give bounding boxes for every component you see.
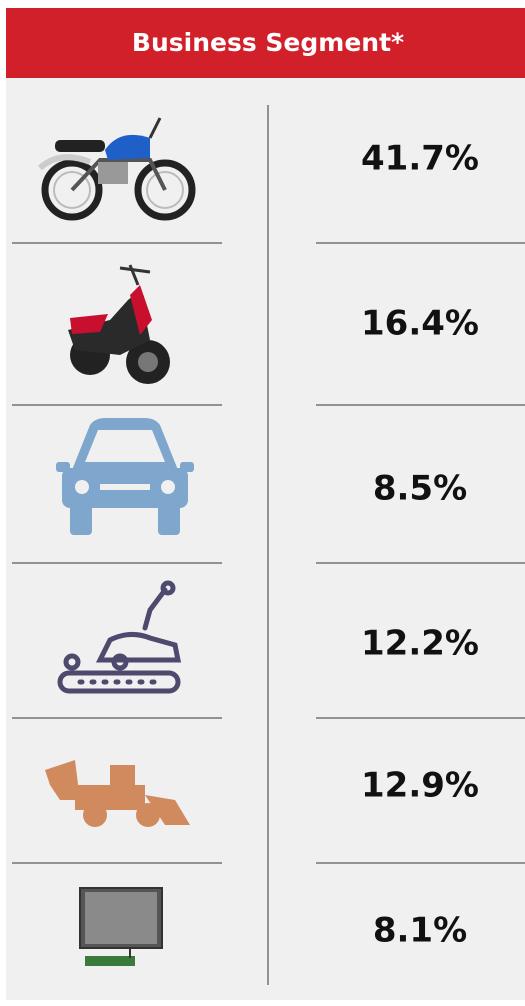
car-icon (56, 418, 194, 535)
segment-share: 8.1% (373, 911, 467, 951)
header-band (6, 8, 525, 78)
display-icon (79, 887, 163, 966)
segment-share: 12.9% (361, 766, 479, 806)
scooter-icon (68, 264, 170, 384)
motorcycle-icon (37, 117, 196, 221)
segment-share: 16.4% (361, 304, 479, 344)
header-title: Business Segment* (132, 28, 404, 57)
assembly-icon (57, 580, 182, 694)
segment-share: 41.7% (361, 139, 479, 179)
backhoe-icon (45, 760, 190, 827)
panel-background (6, 78, 525, 1000)
segment-share: 12.2% (361, 624, 479, 664)
segment-share: 8.5% (373, 469, 467, 509)
